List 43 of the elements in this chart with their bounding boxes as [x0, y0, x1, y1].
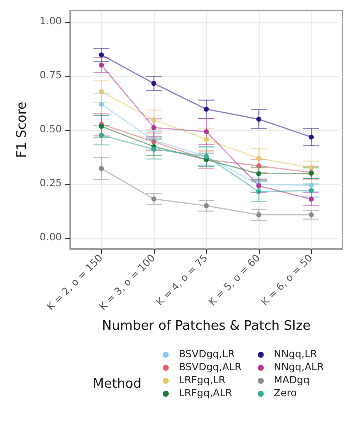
y-tick-label: 1.00 [40, 16, 62, 28]
point [152, 81, 157, 86]
point [309, 182, 314, 188]
legend-label: LRFgq,ALR [179, 388, 233, 400]
legend-label: MADgq [274, 376, 310, 386]
point [99, 89, 104, 94]
legend-label: BSVDgq,LR [179, 350, 236, 360]
point [309, 212, 314, 218]
point [309, 188, 314, 194]
legend-label: Zero [274, 388, 298, 400]
point [99, 132, 104, 138]
point [152, 125, 157, 130]
y-tick-label: 0.75 [40, 70, 62, 82]
point [256, 212, 262, 218]
point [99, 52, 104, 58]
point [152, 196, 157, 202]
point [152, 146, 157, 152]
point [256, 164, 262, 169]
point [204, 203, 210, 208]
x-axis-title: Number of Patches & Patch SIze [102, 318, 311, 334]
point [204, 106, 210, 112]
point [99, 102, 104, 107]
point [256, 116, 262, 122]
point [152, 118, 157, 123]
y-axis-title: F1 Score [15, 102, 30, 158]
legend-label: BSVDgq,ALR [179, 362, 242, 374]
legend-label: NNgq,ALR [274, 362, 324, 374]
point [204, 137, 210, 142]
point [256, 171, 262, 176]
point [309, 165, 314, 170]
point [309, 134, 314, 140]
point [99, 166, 104, 172]
point [256, 156, 262, 162]
y-tick-label: 0.00 [40, 232, 62, 244]
y-tick-label: 0.25 [40, 178, 62, 190]
point [204, 129, 210, 134]
point [256, 189, 262, 194]
y-tick-label: 0.50 [40, 124, 62, 136]
legend-label: NNgq,LR [274, 350, 318, 360]
legend-title: Method [93, 377, 142, 392]
point [99, 62, 104, 68]
legend-label: LRFgq,LR [179, 376, 226, 386]
point [309, 196, 314, 202]
